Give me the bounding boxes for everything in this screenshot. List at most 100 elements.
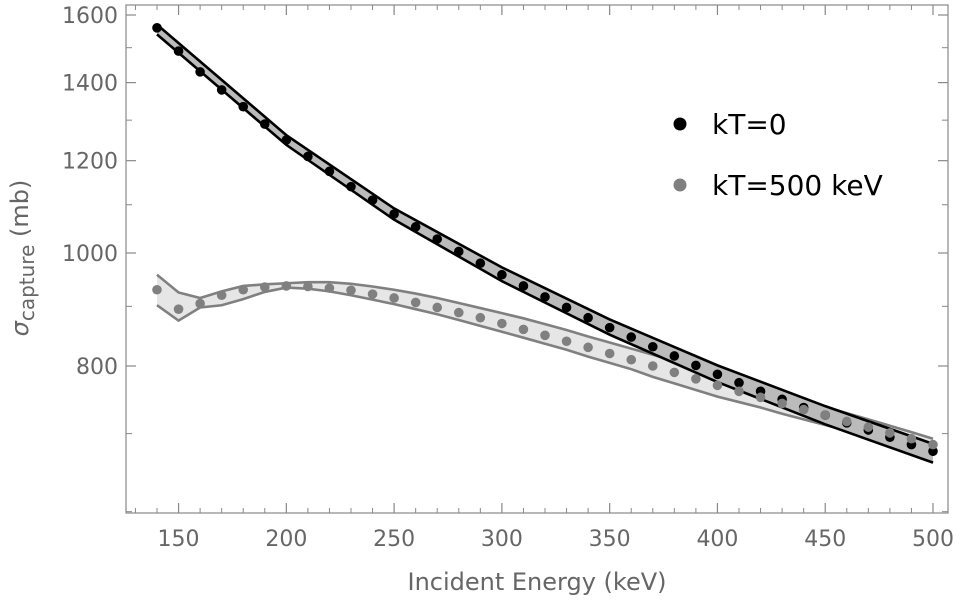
y-axis-title-unit: (mb) [6, 180, 34, 245]
data-point-series-1 [841, 416, 852, 427]
data-point-series-0 [281, 135, 292, 145]
uncertainty-bands [156, 23, 934, 464]
data-point-series-1 [777, 398, 787, 409]
band-lower-line-series-0 [156, 33, 934, 464]
data-point-series-1 [885, 428, 895, 438]
data-point-series-0 [195, 67, 205, 77]
data-point-series-0 [626, 332, 637, 342]
data-point-series-1 [195, 298, 205, 309]
data-point-series-1 [324, 283, 335, 293]
data-point-series-0 [453, 246, 464, 257]
data-points [152, 23, 938, 457]
plot-frame [125, 4, 949, 514]
data-point-series-1 [863, 422, 874, 432]
data-point-series-0 [669, 351, 680, 361]
data-point-series-0 [173, 46, 184, 56]
data-point-series-1 [583, 342, 593, 353]
data-point-series-1 [561, 336, 572, 347]
band-fill-series-1 [157, 274, 933, 455]
data-point-series-0 [691, 360, 701, 371]
band-upper-line-series-0 [156, 23, 934, 446]
data-point-series-0 [303, 151, 313, 162]
data-point-series-1 [647, 361, 658, 371]
x-tick-label: 450 [804, 527, 846, 552]
data-point-series-0 [410, 222, 421, 232]
legend-label-kt0: kT=0 [712, 108, 787, 141]
band-lower-line-series-1 [156, 286, 934, 456]
data-point-series-1 [173, 304, 184, 314]
axis-tick-labels: 150 200 250 300 350 400 450 500 800 1000 1200 1400 1… [62, 4, 954, 552]
data-point-series-1 [346, 285, 356, 296]
data-point-series-0 [432, 234, 443, 244]
data-point-series-1 [540, 330, 550, 341]
data-point-series-1 [798, 404, 809, 415]
data-point-series-1 [497, 318, 507, 329]
data-point-series-1 [367, 289, 378, 299]
data-point-series-0 [583, 312, 593, 323]
data-point-series-1 [734, 386, 744, 397]
x-tick-label: 150 [158, 527, 200, 552]
data-point-series-0 [238, 101, 249, 112]
data-point-series-1 [410, 297, 421, 308]
y-axis-title: σcapture (mb) [6, 180, 39, 337]
y-axis-title-subscript: capture [15, 245, 39, 322]
y-tick-label: 1200 [62, 150, 118, 175]
data-point-series-1 [238, 284, 249, 295]
data-point-series-0 [561, 302, 572, 313]
data-point-series-1 [755, 392, 766, 403]
data-point-series-1 [604, 348, 615, 359]
data-point-series-0 [518, 281, 529, 291]
data-point-series-0 [346, 181, 356, 192]
data-point-series-1 [259, 282, 270, 292]
data-point-series-1 [389, 293, 399, 303]
data-point-series-1 [712, 380, 723, 391]
x-tick-label: 400 [696, 527, 738, 552]
data-point-series-0 [928, 446, 938, 457]
data-point-series-1 [453, 307, 464, 318]
data-point-series-0 [367, 195, 378, 205]
y-axis-title-symbol: σ [6, 320, 34, 336]
data-point-series-1 [152, 284, 162, 295]
band-fill-series-0 [157, 24, 933, 463]
legend-marker-kt0 [673, 117, 687, 131]
data-point-series-1 [475, 312, 486, 323]
x-axis-title: Incident Energy (keV) [407, 568, 666, 596]
data-point-series-0 [152, 23, 162, 33]
y-tick-label: 1600 [62, 4, 118, 29]
data-point-series-0 [324, 166, 335, 177]
x-tick-label: 500 [912, 527, 954, 552]
data-point-series-0 [475, 258, 486, 269]
y-tick-label: 800 [76, 355, 118, 380]
data-point-series-0 [540, 292, 550, 302]
legend-label-kt500: kT=500 keV [712, 169, 883, 202]
data-point-series-1 [281, 281, 292, 291]
x-tick-label: 350 [589, 527, 631, 552]
x-tick-label: 250 [373, 527, 415, 552]
data-point-series-1 [928, 439, 938, 450]
y-tick-label: 1000 [62, 242, 118, 267]
data-point-series-1 [432, 302, 443, 313]
data-point-series-0 [734, 377, 744, 388]
x-tick-label: 300 [481, 527, 523, 552]
data-point-series-0 [389, 209, 399, 219]
legend: kT=0 kT=500 keV [673, 108, 883, 202]
data-point-series-0 [604, 322, 615, 333]
data-point-series-1 [216, 290, 227, 301]
data-point-series-1 [626, 354, 637, 365]
data-point-series-0 [497, 269, 507, 280]
data-point-series-1 [669, 367, 680, 378]
axis-ticks [126, 5, 948, 513]
data-point-series-0 [647, 341, 658, 352]
data-point-series-0 [216, 85, 227, 95]
data-point-series-0 [712, 369, 723, 380]
x-tick-label: 200 [265, 527, 307, 552]
data-point-series-0 [259, 119, 270, 129]
data-point-series-1 [518, 324, 529, 335]
data-point-series-1 [303, 281, 313, 292]
legend-marker-kt500 [673, 178, 687, 192]
data-point-series-1 [691, 374, 701, 384]
data-point-series-1 [906, 433, 917, 444]
data-point-series-1 [820, 410, 831, 420]
